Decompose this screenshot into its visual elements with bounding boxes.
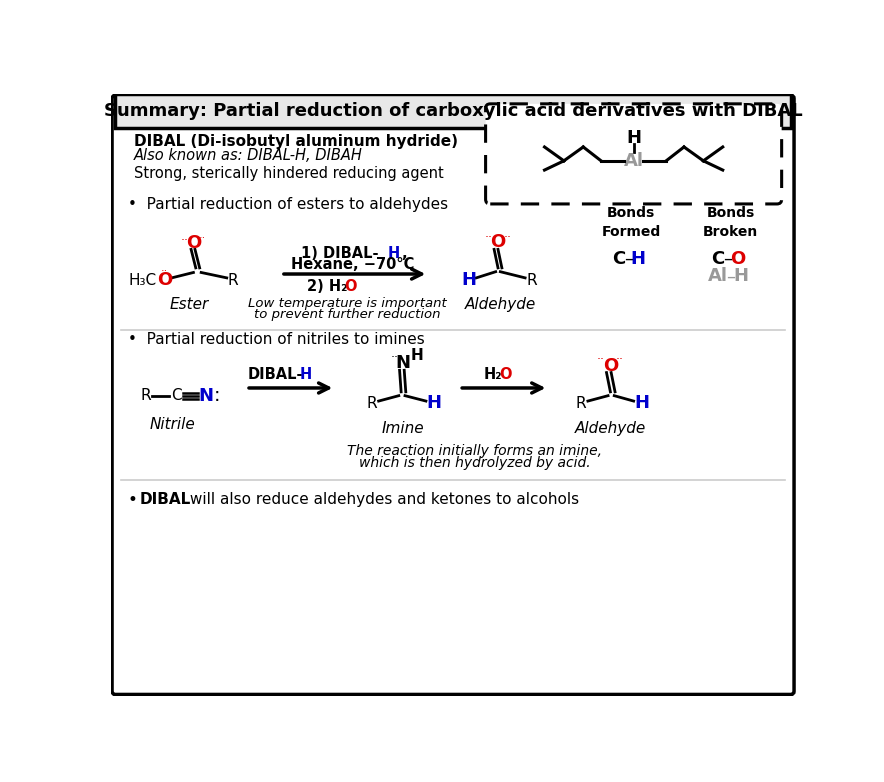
Text: ··: ··: [503, 231, 511, 243]
Text: H: H: [634, 394, 649, 412]
Text: O: O: [730, 249, 745, 267]
Text: Low temperature is important: Low temperature is important: [248, 297, 446, 310]
Text: Strong, sterically hindered reducing agent: Strong, sterically hindered reducing age…: [133, 167, 444, 181]
Text: R: R: [575, 396, 586, 411]
Text: O: O: [491, 234, 506, 252]
Bar: [115, 94, 791, 127]
Text: ,: ,: [401, 246, 407, 260]
Text: H: H: [733, 267, 748, 285]
Text: Nitrile: Nitrile: [149, 417, 195, 432]
Text: O: O: [345, 279, 357, 294]
Text: Aldehyde: Aldehyde: [465, 297, 536, 312]
Text: DIBAL (Di-isobutyl aluminum hydride): DIBAL (Di-isobutyl aluminum hydride): [133, 134, 458, 149]
Text: O: O: [499, 367, 512, 382]
Text: DIBAL-: DIBAL-: [248, 367, 303, 382]
Text: H: H: [426, 394, 441, 412]
Text: will also reduce aldehydes and ketones to alcohols: will also reduce aldehydes and ketones t…: [185, 492, 579, 508]
Text: ··: ··: [161, 266, 168, 276]
Text: ··: ··: [484, 231, 492, 243]
Text: Al: Al: [708, 267, 728, 285]
Text: H₃C: H₃C: [129, 273, 157, 288]
Text: H₂: H₂: [484, 367, 502, 382]
Text: ··: ··: [181, 235, 189, 247]
Text: Aldehyde: Aldehyde: [575, 421, 646, 436]
Text: C: C: [712, 249, 725, 267]
Text: Al: Al: [623, 152, 644, 170]
Text: 2) H₂: 2) H₂: [308, 279, 347, 294]
Text: which is then hydrolyzed by acid.: which is then hydrolyzed by acid.: [359, 457, 591, 471]
Text: H: H: [387, 246, 400, 260]
Bar: [115, 94, 791, 127]
Text: H: H: [631, 249, 646, 267]
Text: C: C: [613, 249, 626, 267]
Text: •  Partial reduction of nitriles to imines: • Partial reduction of nitriles to imine…: [127, 332, 424, 347]
Text: Ester: Ester: [170, 297, 210, 312]
Text: Also known as: DIBAL-H, DIBAH: Also known as: DIBAL-H, DIBAH: [133, 148, 362, 163]
Text: C: C: [171, 388, 182, 404]
Text: ··: ··: [615, 353, 624, 366]
Text: •: •: [127, 490, 137, 508]
FancyBboxPatch shape: [485, 104, 781, 204]
Text: The reaction initially forms an imine,: The reaction initially forms an imine,: [347, 444, 602, 458]
Text: ··: ··: [198, 233, 206, 243]
Text: Bonds
Broken: Bonds Broken: [703, 206, 758, 239]
Text: Imine: Imine: [381, 421, 424, 436]
Text: R: R: [527, 273, 537, 288]
Text: 1) DIBAL-: 1) DIBAL-: [301, 246, 378, 260]
Text: DIBAL: DIBAL: [140, 492, 191, 508]
Text: O: O: [603, 357, 618, 375]
Text: H: H: [300, 367, 312, 382]
Text: R: R: [366, 396, 377, 411]
Text: R: R: [140, 388, 150, 404]
Text: R: R: [228, 273, 239, 288]
Text: H: H: [626, 129, 641, 147]
Text: H: H: [461, 271, 476, 289]
Text: N: N: [198, 386, 213, 404]
Text: H: H: [410, 348, 423, 363]
Text: ··: ··: [597, 353, 605, 366]
Text: •  Partial reduction of esters to aldehydes: • Partial reduction of esters to aldehyd…: [127, 197, 447, 212]
Text: O: O: [186, 235, 201, 253]
Text: –: –: [624, 249, 633, 267]
Text: –: –: [723, 249, 732, 267]
Text: –: –: [726, 267, 735, 285]
Text: to prevent further reduction: to prevent further reduction: [254, 307, 440, 321]
Text: O: O: [157, 271, 172, 289]
Text: :: :: [213, 386, 220, 405]
FancyBboxPatch shape: [112, 95, 794, 694]
Text: ··: ··: [390, 350, 398, 364]
Text: Bonds
Formed: Bonds Formed: [602, 206, 661, 239]
Text: Summary: Partial reduction of carboxylic acid derivatives with DIBAL: Summary: Partial reduction of carboxylic…: [103, 102, 803, 120]
Text: N: N: [395, 353, 410, 371]
Text: Hexane, −70°C: Hexane, −70°C: [292, 257, 415, 272]
